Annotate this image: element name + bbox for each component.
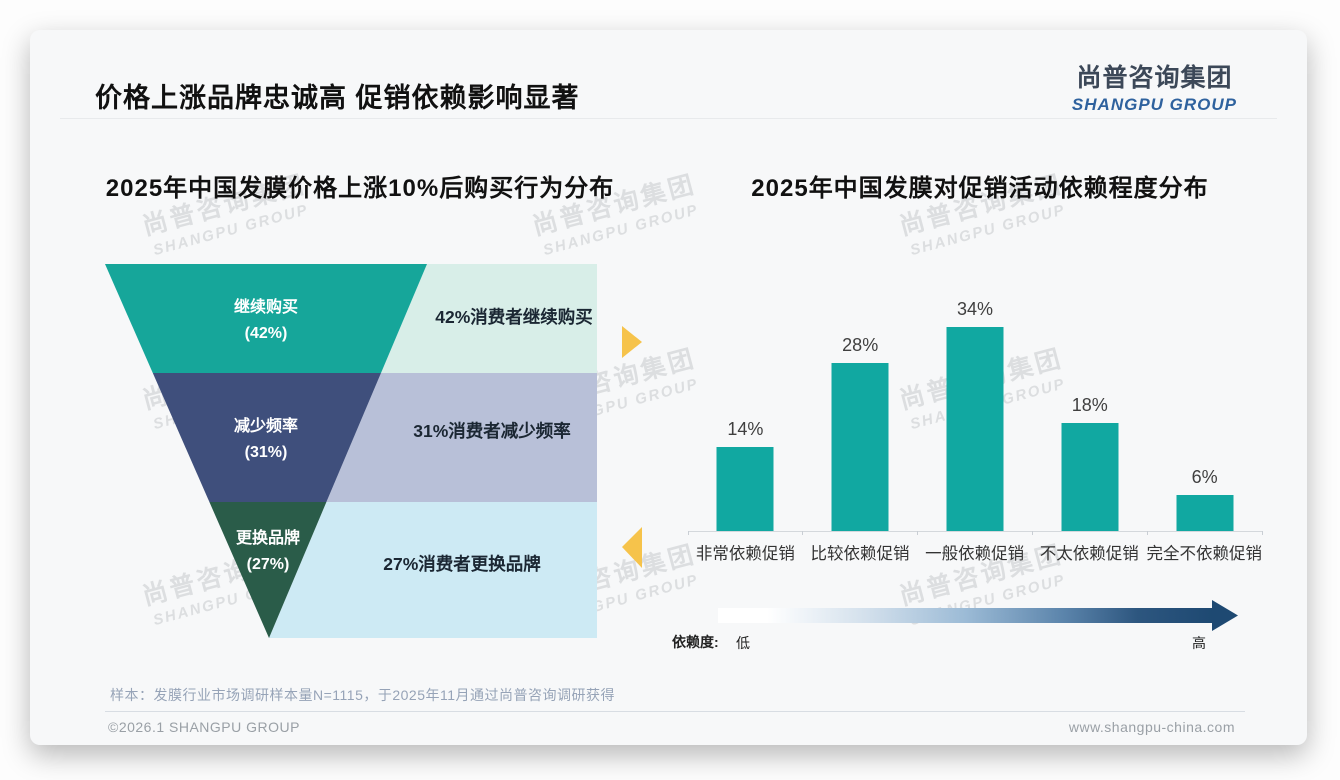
arrow-right-icon	[622, 326, 642, 358]
funnel-panel-3	[269, 502, 597, 638]
axis-tick	[1031, 531, 1033, 535]
bar-slot: 28%	[803, 301, 918, 531]
bar-value-label: 18%	[1071, 395, 1108, 415]
bar-chart-categories: 非常依赖促销 比较依赖促销 一般依赖促销 不太依赖促销 完全不依赖促销	[688, 540, 1262, 564]
funnel-annotation: 27%消费者更换品牌	[383, 554, 541, 574]
funnel-stage-value: (27%)	[247, 556, 290, 573]
funnel-stage-1	[105, 264, 427, 373]
funnel-chart-title: 2025年中国发膜价格上涨10%后购买行为分布	[105, 175, 615, 202]
footer-copyright: ©2026.1 SHANGPU GROUP	[108, 719, 300, 735]
logo-cn-text: 尚普咨询集团	[1076, 64, 1233, 92]
bar	[831, 363, 889, 531]
logo: 尚普咨询集团 SHANGPU GROUP	[1072, 58, 1237, 115]
bar-category-label: 不太依赖促销	[1039, 545, 1139, 563]
bar-slot: 6%	[1147, 301, 1262, 531]
page-title: 价格上涨品牌忠诚高 促销依赖影响显著	[95, 83, 580, 113]
footer-website: www.shangpu-china.com	[1068, 719, 1235, 735]
bar	[716, 447, 774, 531]
sample-note: 样本：发膜行业市场调研样本量N=1115，于2025年11月通过尚普咨询调研获得	[110, 687, 616, 703]
bar-slot: 14%	[688, 301, 803, 531]
bar-category-label: 一般依赖促销	[925, 545, 1025, 563]
dependency-low-label: 低	[736, 635, 750, 651]
title-divider	[60, 118, 1277, 119]
dependency-legend-label: 依赖度:	[672, 634, 719, 650]
bar-category-label: 完全不依赖促销	[1146, 545, 1263, 563]
bar-value-label: 14%	[727, 419, 764, 439]
axis-tick	[687, 531, 689, 535]
funnel-chart: 继续购买 (42%) 减少频率 (31%) 更换品牌 (27%) 42%消费者继…	[105, 264, 597, 638]
arrow-left-icon	[622, 527, 642, 568]
funnel-panel-2	[326, 373, 597, 502]
axis-tick	[1146, 531, 1148, 535]
bar-value-label: 34%	[956, 299, 993, 319]
funnel-stage-value: (42%)	[245, 325, 288, 342]
slide-card: 尚普咨询集团 SHANGPU GROUP 尚普咨询集团 SHANGPU GROUP 尚普…	[30, 30, 1307, 745]
bar-category-label: 比较依赖促销	[810, 545, 910, 563]
funnel-panel-1	[381, 264, 597, 373]
funnel-stage-value: (31%)	[245, 444, 288, 461]
bar	[946, 327, 1004, 531]
bar-value-label: 6%	[1191, 467, 1218, 487]
bar-category-label: 非常依赖促销	[695, 545, 795, 563]
funnel-stage-label: 减少频率	[234, 416, 298, 435]
bar-chart-plot: 14% 28% 34% 18% 6%	[687, 299, 1263, 535]
axis-tick	[917, 531, 919, 535]
logo-en-text: SHANGPU GROUP	[1071, 95, 1237, 114]
axis-tick	[802, 531, 804, 535]
funnel-stage-3	[209, 502, 327, 638]
funnel-annotation: 42%消费者继续购买	[435, 307, 593, 327]
bar-slot: 34%	[918, 299, 1033, 531]
funnel-stage-label: 更换品牌	[236, 528, 300, 547]
bar-chart-title: 2025年中国发膜对促销活动依赖程度分布	[751, 175, 1209, 202]
funnel-annotation: 31%消费者减少频率	[413, 421, 571, 441]
dependency-high-label: 高	[1192, 635, 1206, 651]
footer-divider	[105, 711, 1245, 712]
bar-slot: 18%	[1032, 301, 1147, 531]
axis-tick	[1261, 531, 1263, 535]
bar	[1176, 495, 1234, 531]
bar-value-label: 28%	[842, 335, 879, 355]
funnel-stage-label: 继续购买	[234, 297, 298, 316]
dependency-gradient-arrow	[718, 608, 1212, 623]
funnel-stage-2	[152, 373, 381, 502]
bar	[1061, 423, 1119, 531]
